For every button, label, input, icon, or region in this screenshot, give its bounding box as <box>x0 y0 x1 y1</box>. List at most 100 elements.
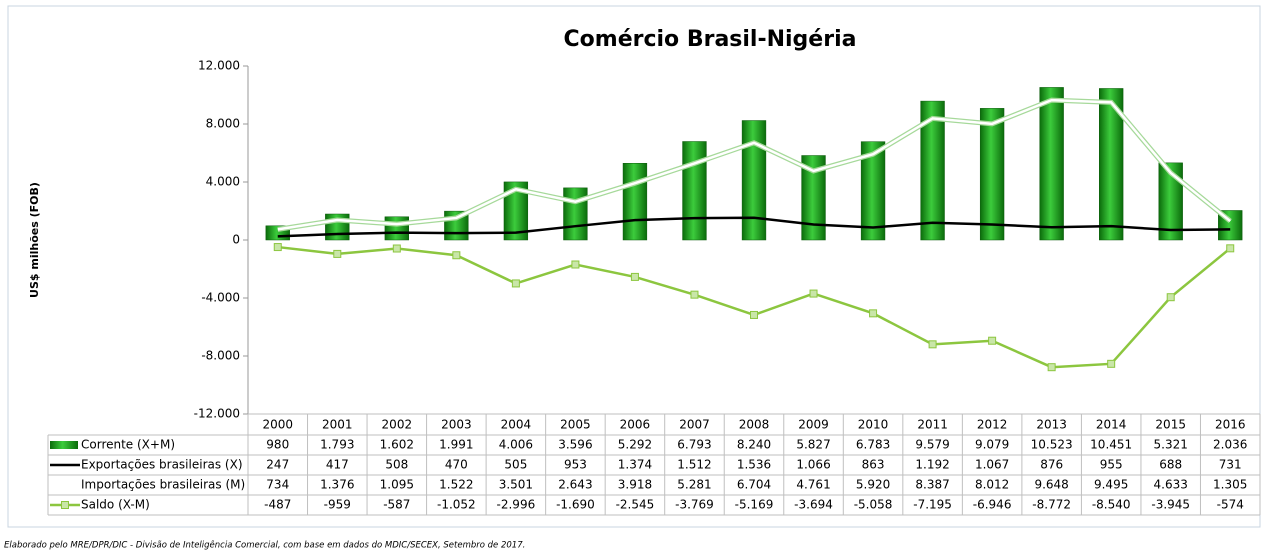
legend-label: Corrente (X+M) <box>81 438 175 452</box>
y-tick-label: 4.000 <box>206 175 240 189</box>
table-cell: 3.918 <box>618 478 652 492</box>
marker <box>630 272 639 281</box>
table-cell: 1.793 <box>320 438 354 452</box>
table-cell: 6.783 <box>856 438 890 452</box>
bar <box>1158 162 1183 241</box>
table-cell: 1.602 <box>380 438 414 452</box>
table-cell: 9.495 <box>1094 478 1128 492</box>
table-cell: -3.945 <box>1151 498 1190 512</box>
bar <box>503 181 529 241</box>
table-cell: -487 <box>264 498 291 512</box>
table-cell: -587 <box>383 498 410 512</box>
marker <box>1166 293 1175 302</box>
table-cell: -2.996 <box>497 498 536 512</box>
table-cell: 5.292 <box>618 438 652 452</box>
y-tick-label: -8.000 <box>201 349 240 363</box>
table-cell: 6.793 <box>677 438 711 452</box>
footnote: Elaborado pelo MRE/DPR/DIC - Divisão de … <box>4 540 525 551</box>
table-cell: 10.451 <box>1090 438 1132 452</box>
table-cell: 731 <box>1219 458 1242 472</box>
legend-label: Exportações brasileiras (X) <box>81 458 243 472</box>
chart-title: Comércio Brasil-Nigéria <box>564 27 857 52</box>
table-cell: 8.240 <box>737 438 771 452</box>
table-cell: 505 <box>504 458 527 472</box>
y-axis-label: US$ milhões (FOB) <box>28 182 41 298</box>
table-cell: 2.036 <box>1213 438 1247 452</box>
table-cell: 1.095 <box>380 478 414 492</box>
table-cell: 508 <box>385 458 408 472</box>
table-cell: 417 <box>326 458 349 472</box>
table-cell: 5.321 <box>1154 438 1188 452</box>
bar <box>563 187 588 241</box>
table-cell: -574 <box>1217 498 1244 512</box>
table-cell: 470 <box>445 458 468 472</box>
y-tick-label: 0 <box>232 233 240 247</box>
table-cell: -8.540 <box>1092 498 1131 512</box>
bar <box>979 108 1005 241</box>
x-tick-label: 2004 <box>501 418 532 432</box>
x-tick-label: 2005 <box>560 418 591 432</box>
x-tick-label: 2002 <box>382 418 413 432</box>
marker <box>392 244 401 253</box>
marker <box>452 251 461 260</box>
x-tick-label: 2015 <box>1155 418 1186 432</box>
table-cell: 5.827 <box>796 438 830 452</box>
table-cell: 247 <box>266 458 289 472</box>
table-cell: 10.523 <box>1031 438 1073 452</box>
table-cell: 9.648 <box>1034 478 1068 492</box>
table-cell: 4.006 <box>499 438 533 452</box>
table-cell: 1.991 <box>439 438 473 452</box>
table-cell: 4.633 <box>1154 478 1188 492</box>
table-cell: 8.387 <box>915 478 949 492</box>
table-cell: 6.704 <box>737 478 771 492</box>
line <box>277 98 1232 231</box>
table-cell: 1.066 <box>796 458 830 472</box>
table-cell: 1.067 <box>975 458 1009 472</box>
table-cell: 734 <box>266 478 289 492</box>
x-tick-label: 2012 <box>977 418 1008 432</box>
x-tick-label: 2000 <box>262 418 293 432</box>
table-cell: -6.946 <box>973 498 1012 512</box>
table-cell: 9.079 <box>975 438 1009 452</box>
x-tick-label: 2014 <box>1096 418 1127 432</box>
table-cell: -8.772 <box>1032 498 1071 512</box>
table-cell: 5.281 <box>677 478 711 492</box>
marker <box>273 243 282 252</box>
table-cell: 1.536 <box>737 458 771 472</box>
frame <box>7 5 1261 528</box>
bar <box>920 100 945 241</box>
x-tick-label: 2010 <box>858 418 889 432</box>
table-cell: -2.545 <box>616 498 655 512</box>
bar <box>801 155 826 241</box>
x-tick-label: 2009 <box>798 418 829 432</box>
bar <box>384 216 409 241</box>
y-tick-label: 12.000 <box>198 59 240 73</box>
marker <box>750 310 758 319</box>
table-cell: -7.195 <box>913 498 952 512</box>
marker <box>809 289 818 298</box>
table-cell: 1.376 <box>320 478 354 492</box>
x-tick-label: 2008 <box>739 418 770 432</box>
bar <box>1039 87 1064 241</box>
bar <box>622 163 648 241</box>
table-cell: 953 <box>564 458 587 472</box>
table-cell: 1.512 <box>677 458 711 472</box>
marker <box>928 340 937 349</box>
x-tick-label: 2013 <box>1036 418 1067 432</box>
table-cell: -5.169 <box>735 498 774 512</box>
marker <box>690 290 699 299</box>
x-tick-label: 2007 <box>679 418 710 432</box>
table-cell: 3.501 <box>499 478 533 492</box>
table-cell: 5.920 <box>856 478 890 492</box>
table-cell: 3.596 <box>558 438 592 452</box>
table-cell: 688 <box>1159 458 1182 472</box>
table-cell: -959 <box>324 498 351 512</box>
table-cell: 4.761 <box>796 478 830 492</box>
marker <box>988 336 997 345</box>
legend-key <box>61 501 69 509</box>
table-cell: 1.374 <box>618 458 652 472</box>
table-cell: 955 <box>1100 458 1123 472</box>
marker <box>333 249 342 258</box>
legend-label: Saldo (X-M) <box>81 498 150 512</box>
marker <box>869 309 878 318</box>
